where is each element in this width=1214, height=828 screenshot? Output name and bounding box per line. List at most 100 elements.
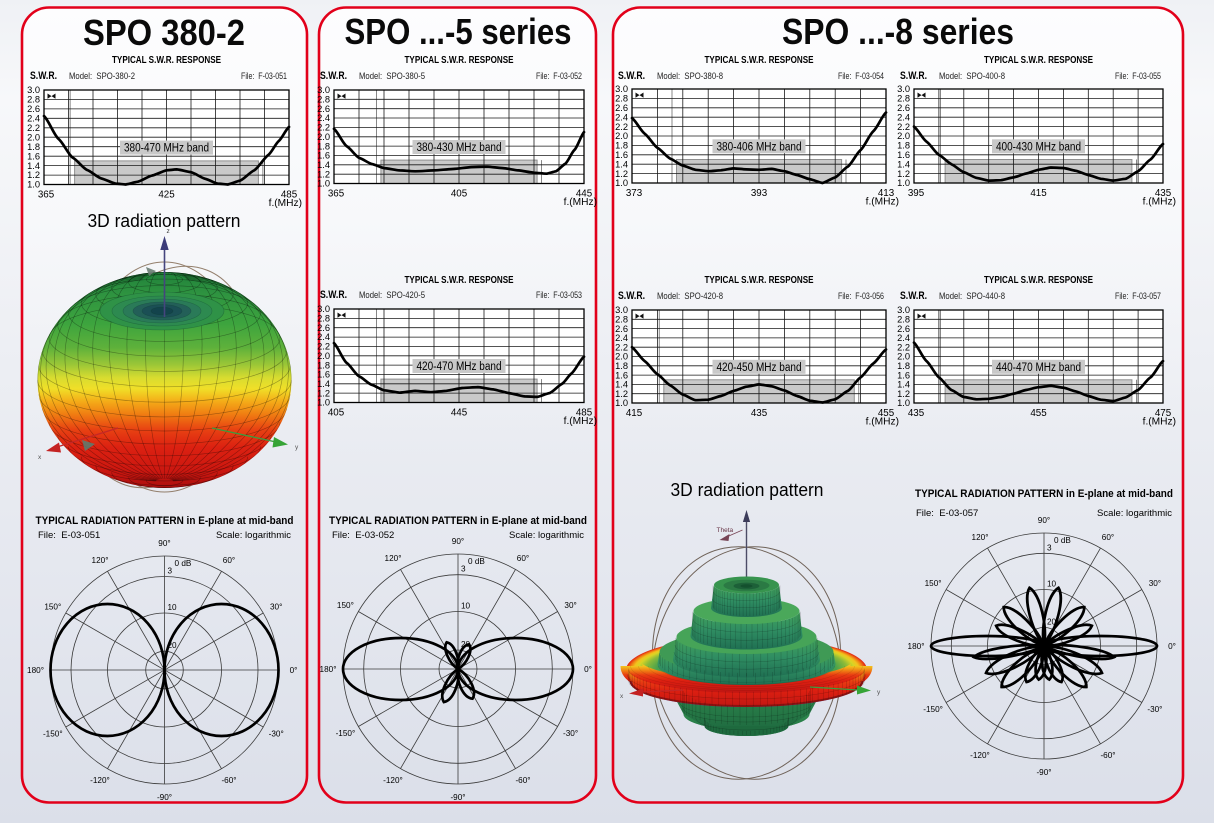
- svg-text:435: 435: [751, 408, 768, 419]
- svg-text:2.4: 2.4: [897, 112, 910, 122]
- svg-text:TYPICAL RADIATION PATTERN in E: TYPICAL RADIATION PATTERN in E-plane at …: [329, 515, 587, 527]
- svg-text:File: E-03-051: File: E-03-051: [38, 530, 100, 541]
- svg-text:S.W.R.: S.W.R.: [320, 289, 347, 301]
- svg-text:373: 373: [626, 188, 643, 199]
- svg-text:f.(MHz): f.(MHz): [1143, 417, 1176, 428]
- svg-text:1.8: 1.8: [615, 141, 628, 151]
- svg-text:y: y: [295, 444, 299, 451]
- svg-text:90°: 90°: [1038, 516, 1050, 525]
- svg-text:x: x: [38, 454, 42, 461]
- svg-text:f.(MHz): f.(MHz): [564, 416, 597, 427]
- svg-text:20: 20: [1047, 617, 1057, 626]
- svg-text:2.4: 2.4: [317, 113, 330, 123]
- svg-text:2.6: 2.6: [27, 104, 40, 114]
- svg-text:1.2: 1.2: [27, 170, 40, 180]
- svg-text:f.(MHz): f.(MHz): [564, 197, 597, 208]
- svg-text:2.4: 2.4: [27, 114, 40, 124]
- svg-text:2.4: 2.4: [615, 333, 628, 343]
- svg-text:-90°: -90°: [1036, 768, 1051, 777]
- svg-text:485: 485: [576, 408, 593, 419]
- svg-text:1.8: 1.8: [317, 360, 330, 370]
- svg-text:-30°: -30°: [563, 729, 578, 738]
- svg-text:30°: 30°: [1149, 579, 1161, 588]
- svg-text:-120°: -120°: [970, 751, 990, 760]
- svg-text:2.8: 2.8: [615, 94, 628, 104]
- svg-text:1.2: 1.2: [317, 169, 330, 179]
- svg-text:2.4: 2.4: [897, 333, 910, 343]
- svg-text:3.0: 3.0: [615, 84, 628, 94]
- svg-text:3D radiation pattern: 3D radiation pattern: [671, 480, 824, 500]
- svg-text:1.4: 1.4: [615, 380, 628, 390]
- svg-text:1.8: 1.8: [615, 361, 628, 371]
- svg-text:455: 455: [1030, 408, 1047, 419]
- svg-text:S.W.R.: S.W.R.: [900, 70, 927, 82]
- svg-text:-30°: -30°: [269, 730, 284, 739]
- svg-text:380-470 MHz band: 380-470 MHz band: [124, 143, 209, 155]
- svg-text:-150°: -150°: [336, 729, 356, 738]
- svg-text:425: 425: [158, 190, 175, 201]
- svg-text:TYPICAL S.W.R. RESPONSE: TYPICAL S.W.R. RESPONSE: [405, 274, 514, 286]
- svg-text:x: x: [620, 693, 624, 700]
- svg-text:3.0: 3.0: [897, 84, 910, 94]
- svg-text:0 dB: 0 dB: [175, 559, 192, 568]
- svg-text:1.2: 1.2: [317, 388, 330, 398]
- svg-text:120°: 120°: [92, 556, 109, 565]
- svg-text:485: 485: [281, 190, 298, 201]
- svg-text:1.2: 1.2: [897, 169, 910, 179]
- svg-text:SPO ...-8 series: SPO ...-8 series: [782, 11, 1014, 52]
- svg-text:380-406 MHz band: 380-406 MHz band: [717, 141, 802, 153]
- svg-text:10: 10: [1047, 580, 1057, 589]
- svg-text:File: E-03-052: File: E-03-052: [332, 530, 394, 541]
- svg-text:413: 413: [878, 188, 895, 199]
- svg-text:475: 475: [1155, 408, 1172, 419]
- svg-text:f.(MHz): f.(MHz): [866, 197, 899, 208]
- svg-text:y: y: [877, 689, 881, 696]
- svg-text:3.0: 3.0: [317, 85, 330, 95]
- svg-text:Model: SPO-380-5: Model: SPO-380-5: [359, 71, 425, 81]
- svg-text:SPO ...-5 series: SPO ...-5 series: [345, 11, 572, 52]
- svg-text:1.6: 1.6: [615, 150, 628, 160]
- svg-text:1.8: 1.8: [897, 361, 910, 371]
- svg-text:20: 20: [168, 641, 178, 650]
- svg-text:S.W.R.: S.W.R.: [900, 290, 927, 302]
- svg-text:60°: 60°: [1102, 533, 1114, 542]
- svg-text:TYPICAL RADIATION PATTERN in E: TYPICAL RADIATION PATTERN in E-plane at …: [915, 488, 1173, 500]
- svg-text:120°: 120°: [972, 533, 989, 542]
- svg-text:z: z: [167, 228, 170, 235]
- svg-text:File: F-03-054: File: F-03-054: [838, 71, 884, 81]
- svg-text:-60°: -60°: [515, 776, 530, 785]
- svg-text:S.W.R.: S.W.R.: [618, 70, 645, 82]
- svg-text:435: 435: [1155, 188, 1172, 199]
- svg-text:2.2: 2.2: [615, 122, 628, 132]
- svg-text:1.8: 1.8: [897, 141, 910, 151]
- svg-text:-90°: -90°: [157, 793, 172, 802]
- svg-text:393: 393: [751, 188, 768, 199]
- svg-text:150°: 150°: [44, 603, 61, 612]
- svg-text:Model: SPO-400-8: Model: SPO-400-8: [939, 71, 1005, 81]
- svg-text:1.0: 1.0: [615, 178, 628, 188]
- svg-text:180°: 180°: [908, 642, 925, 651]
- svg-text:2.2: 2.2: [897, 122, 910, 132]
- svg-text:-150°: -150°: [43, 730, 63, 739]
- svg-text:2.0: 2.0: [615, 131, 628, 141]
- svg-text:0°: 0°: [584, 665, 592, 674]
- svg-text:TYPICAL S.W.R. RESPONSE: TYPICAL S.W.R. RESPONSE: [405, 54, 514, 66]
- svg-text:2.6: 2.6: [897, 324, 910, 334]
- svg-text:10: 10: [461, 602, 471, 611]
- svg-text:1.0: 1.0: [27, 180, 40, 190]
- svg-text:Model: SPO-380-8: Model: SPO-380-8: [657, 71, 723, 81]
- svg-text:2.4: 2.4: [317, 332, 330, 342]
- svg-text:-90°: -90°: [450, 793, 465, 802]
- svg-text:400-430 MHz band: 400-430 MHz band: [996, 141, 1081, 153]
- svg-text:30°: 30°: [564, 601, 576, 610]
- svg-text:-30°: -30°: [1147, 705, 1162, 714]
- svg-text:1.6: 1.6: [27, 151, 40, 161]
- svg-text:2.8: 2.8: [317, 95, 330, 105]
- svg-text:1.0: 1.0: [897, 398, 910, 408]
- svg-text:1.4: 1.4: [317, 379, 330, 389]
- svg-text:2.0: 2.0: [27, 132, 40, 142]
- svg-text:2.8: 2.8: [897, 315, 910, 325]
- svg-text:365: 365: [328, 189, 345, 200]
- svg-text:2.6: 2.6: [317, 323, 330, 333]
- svg-text:1.2: 1.2: [615, 389, 628, 399]
